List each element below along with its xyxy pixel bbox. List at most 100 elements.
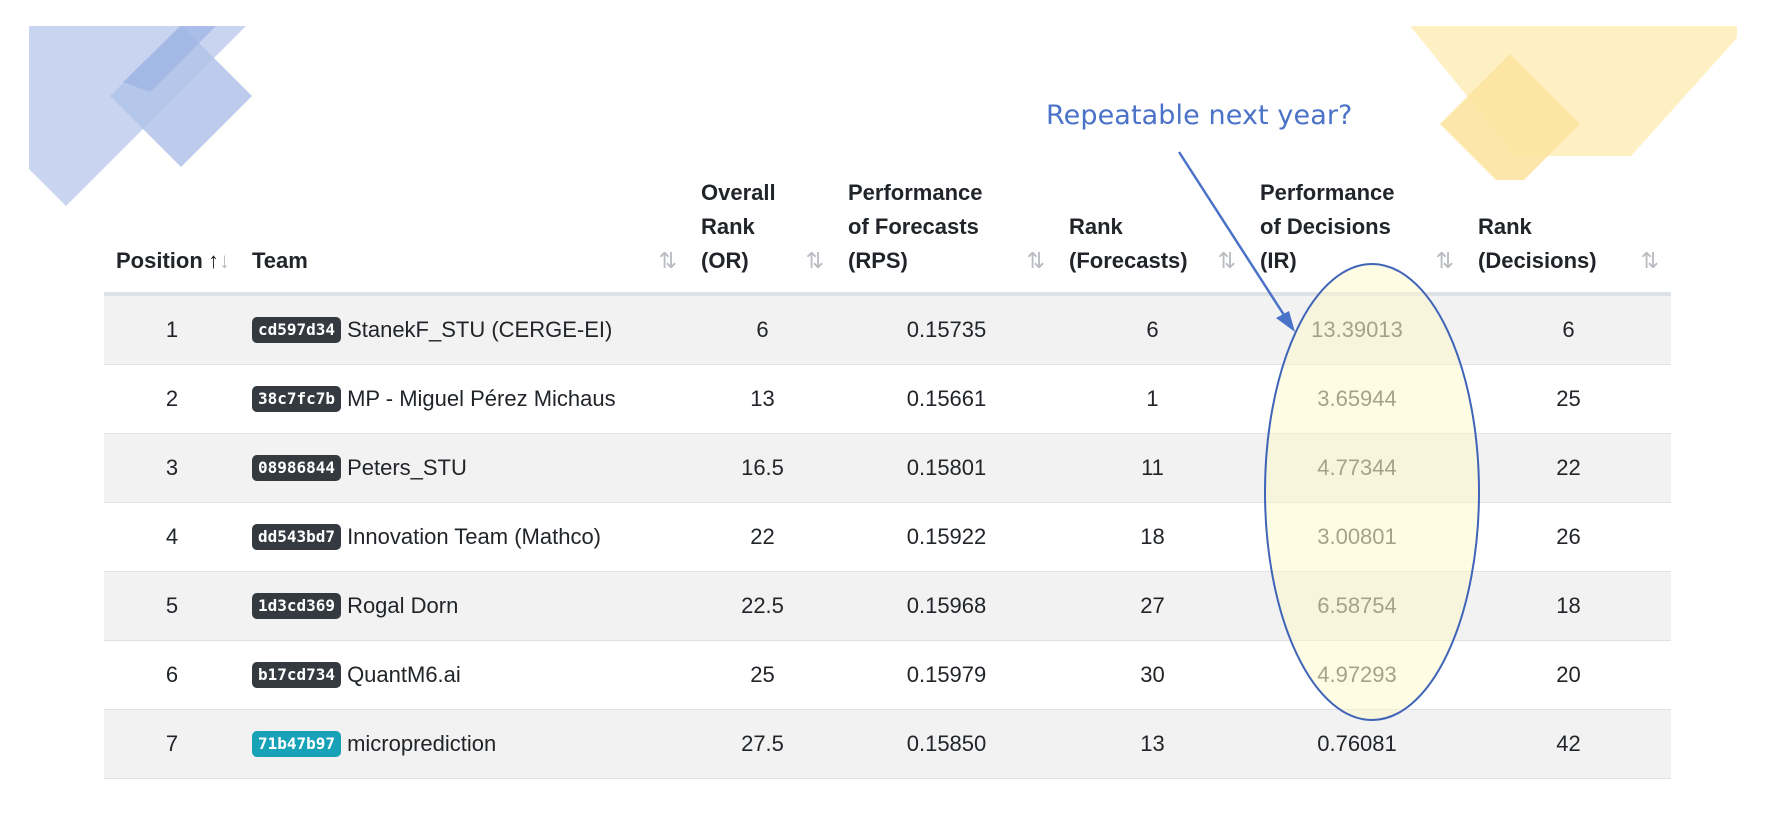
team-name: MP - Miguel Pérez Michaus bbox=[347, 386, 616, 411]
position-cell: 2 bbox=[104, 364, 240, 434]
team-id-badge: 71b47b97 bbox=[252, 731, 342, 757]
ir-cell: 3.00801 bbox=[1248, 502, 1466, 572]
rank-decisions-cell: 6 bbox=[1466, 294, 1671, 365]
overall-rank-cell: 6 bbox=[689, 294, 836, 365]
rank-forecasts-cell: 30 bbox=[1057, 640, 1248, 710]
rps-cell: 0.15922 bbox=[836, 502, 1057, 572]
overall-rank-cell: 22 bbox=[689, 502, 836, 572]
column-header-label: (Decisions) bbox=[1478, 248, 1597, 273]
column-header-label: (OR) bbox=[701, 248, 749, 273]
table-row[interactable]: 6 b17cd734 QuantM6.ai 25 0.15979 30 4.97293 20 bbox=[104, 640, 1671, 710]
sort-ascending-active-icon[interactable]: ↑↓ bbox=[208, 248, 230, 273]
team-id-badge: b17cd734 bbox=[252, 662, 342, 688]
rps-cell: 0.15850 bbox=[836, 709, 1057, 779]
column-header-label: Performance bbox=[848, 180, 983, 205]
rank-decisions-cell: 20 bbox=[1466, 640, 1671, 710]
leaderboard-table: Position ↑↓ Team ⇅ Overall Rank (OR) ⇅ Performan… bbox=[104, 170, 1671, 779]
ir-cell: 3.65944 bbox=[1248, 364, 1466, 434]
rps-cell: 0.15801 bbox=[836, 433, 1057, 503]
position-cell: 7 bbox=[104, 709, 240, 779]
overall-rank-cell: 13 bbox=[689, 364, 836, 434]
sort-both-icon[interactable]: ⇅ bbox=[1026, 248, 1045, 273]
position-cell: 5 bbox=[104, 571, 240, 641]
column-header-label: Rank bbox=[1069, 214, 1123, 239]
table-row[interactable]: 5 1d3cd369 Rogal Dorn 22.5 0.15968 27 6.58754 1… bbox=[104, 571, 1671, 641]
overall-rank-cell: 16.5 bbox=[689, 433, 836, 503]
team-cell: 71b47b97 microprediction bbox=[240, 709, 689, 779]
team-cell: 38c7fc7b MP - Miguel Pérez Michaus bbox=[240, 364, 689, 434]
team-id-badge: 08986844 bbox=[252, 455, 342, 481]
ir-cell: 4.97293 bbox=[1248, 640, 1466, 710]
rank-forecasts-cell: 27 bbox=[1057, 571, 1248, 641]
column-header-4[interactable]: Rank (Forecasts) ⇅ bbox=[1057, 170, 1248, 296]
table-row[interactable]: 3 08986844 Peters_STU 16.5 0.15801 11 4.77344 2… bbox=[104, 433, 1671, 503]
overall-rank-cell: 25 bbox=[689, 640, 836, 710]
table-header: Position ↑↓ Team ⇅ Overall Rank (OR) ⇅ Performan… bbox=[104, 170, 1671, 296]
team-id-badge: 38c7fc7b bbox=[252, 386, 342, 412]
rank-decisions-cell: 18 bbox=[1466, 571, 1671, 641]
rank-forecasts-cell: 6 bbox=[1057, 294, 1248, 365]
rank-decisions-cell: 26 bbox=[1466, 502, 1671, 572]
rank-decisions-cell: 22 bbox=[1466, 433, 1671, 503]
team-id-badge: dd543bd7 bbox=[252, 524, 342, 550]
table-row[interactable]: 1 cd597d34 StanekF_STU (CERGE-EI) 6 0.15735 6… bbox=[104, 294, 1671, 365]
column-header-1[interactable]: Team ⇅ bbox=[240, 170, 689, 296]
rank-forecasts-cell: 18 bbox=[1057, 502, 1248, 572]
column-header-0[interactable]: Position ↑↓ bbox=[104, 170, 240, 296]
team-cell: b17cd734 QuantM6.ai bbox=[240, 640, 689, 710]
team-cell: 1d3cd369 Rogal Dorn bbox=[240, 571, 689, 641]
column-header-label: of Decisions bbox=[1260, 214, 1391, 239]
team-id-badge: 1d3cd369 bbox=[252, 593, 342, 619]
team-name: Innovation Team (Mathco) bbox=[347, 524, 602, 549]
position-cell: 1 bbox=[104, 294, 240, 365]
team-id-badge: cd597d34 bbox=[252, 317, 342, 343]
team-cell: dd543bd7 Innovation Team (Mathco) bbox=[240, 502, 689, 572]
sort-both-icon[interactable]: ⇅ bbox=[1217, 248, 1236, 273]
table-row[interactable]: 2 38c7fc7b MP - Miguel Pérez Michaus 13 0.15… bbox=[104, 364, 1671, 434]
rps-cell: 0.15979 bbox=[836, 640, 1057, 710]
position-cell: 4 bbox=[104, 502, 240, 572]
column-header-label: Team bbox=[252, 248, 308, 273]
column-header-label: (Forecasts) bbox=[1069, 248, 1188, 273]
team-cell: cd597d34 StanekF_STU (CERGE-EI) bbox=[240, 294, 689, 365]
column-header-5[interactable]: Performance of Decisions (IR) ⇅ bbox=[1248, 170, 1466, 296]
position-cell: 3 bbox=[104, 433, 240, 503]
sort-both-icon[interactable]: ⇅ bbox=[1640, 248, 1659, 273]
sort-both-icon[interactable]: ⇅ bbox=[805, 248, 824, 273]
leaderboard-table-container: Position ↑↓ Team ⇅ Overall Rank (OR) ⇅ Performan… bbox=[104, 170, 1671, 779]
position-cell: 6 bbox=[104, 640, 240, 710]
ir-cell: 0.76081 bbox=[1248, 709, 1466, 779]
column-header-2[interactable]: Overall Rank (OR) ⇅ bbox=[689, 170, 836, 296]
annotation-callout: Repeatable next year? bbox=[1046, 100, 1353, 131]
team-name: microprediction bbox=[347, 731, 497, 756]
rps-cell: 0.15968 bbox=[836, 571, 1057, 641]
column-header-label: of Forecasts bbox=[848, 214, 979, 239]
team-name: Rogal Dorn bbox=[347, 593, 459, 618]
rank-forecasts-cell: 11 bbox=[1057, 433, 1248, 503]
column-header-label: (IR) bbox=[1260, 248, 1297, 273]
team-name: QuantM6.ai bbox=[347, 662, 461, 687]
column-header-label: Rank bbox=[1478, 214, 1532, 239]
overall-rank-cell: 27.5 bbox=[689, 709, 836, 779]
team-name: StanekF_STU (CERGE-EI) bbox=[347, 317, 613, 342]
column-header-label: Performance bbox=[1260, 180, 1395, 205]
table-body: 1 cd597d34 StanekF_STU (CERGE-EI) 6 0.15735 6… bbox=[104, 294, 1671, 779]
table-row[interactable]: 4 dd543bd7 Innovation Team (Mathco) 22 0.159… bbox=[104, 502, 1671, 572]
ir-cell: 13.39013 bbox=[1248, 294, 1466, 365]
column-header-3[interactable]: Performance of Forecasts (RPS) ⇅ bbox=[836, 170, 1057, 296]
yellow-decoration-shapes bbox=[1410, 26, 1737, 180]
team-name: Peters_STU bbox=[347, 455, 467, 480]
sort-both-icon[interactable]: ⇅ bbox=[658, 248, 677, 273]
rank-decisions-cell: 25 bbox=[1466, 364, 1671, 434]
ir-cell: 6.58754 bbox=[1248, 571, 1466, 641]
rank-decisions-cell: 42 bbox=[1466, 709, 1671, 779]
rank-forecasts-cell: 1 bbox=[1057, 364, 1248, 434]
table-row[interactable]: 7 71b47b97 microprediction 27.5 0.15850 13 0.7… bbox=[104, 709, 1671, 779]
ir-cell: 4.77344 bbox=[1248, 433, 1466, 503]
column-header-label: Overall bbox=[701, 180, 776, 205]
sort-both-icon[interactable]: ⇅ bbox=[1435, 248, 1454, 273]
overall-rank-cell: 22.5 bbox=[689, 571, 836, 641]
column-header-label: (RPS) bbox=[848, 248, 908, 273]
column-header-label: Position bbox=[116, 248, 203, 273]
column-header-6[interactable]: Rank (Decisions) ⇅ bbox=[1466, 170, 1671, 296]
